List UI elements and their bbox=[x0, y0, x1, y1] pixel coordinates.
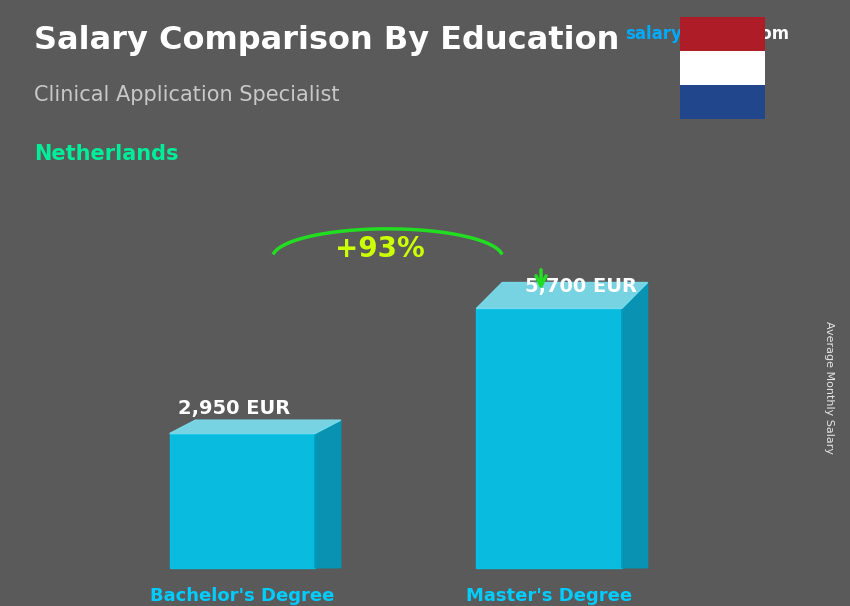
Text: +93%: +93% bbox=[335, 235, 424, 263]
Polygon shape bbox=[314, 420, 341, 568]
Text: salary: salary bbox=[625, 25, 682, 44]
Polygon shape bbox=[476, 282, 648, 308]
Text: .com: .com bbox=[745, 25, 790, 44]
FancyBboxPatch shape bbox=[680, 85, 765, 119]
Text: Netherlands: Netherlands bbox=[34, 144, 178, 164]
FancyBboxPatch shape bbox=[680, 17, 765, 51]
Text: Clinical Application Specialist: Clinical Application Specialist bbox=[34, 85, 339, 105]
Text: Master's Degree: Master's Degree bbox=[466, 587, 632, 605]
Text: 5,700 EUR: 5,700 EUR bbox=[525, 277, 638, 296]
Text: Average Monthly Salary: Average Monthly Salary bbox=[824, 321, 834, 454]
Polygon shape bbox=[621, 282, 648, 568]
Polygon shape bbox=[476, 308, 621, 568]
Text: 2,950 EUR: 2,950 EUR bbox=[178, 399, 291, 418]
Text: Bachelor's Degree: Bachelor's Degree bbox=[150, 587, 334, 605]
Polygon shape bbox=[169, 420, 341, 433]
Polygon shape bbox=[169, 433, 314, 568]
Text: explorer: explorer bbox=[680, 25, 759, 44]
Text: Salary Comparison By Education: Salary Comparison By Education bbox=[34, 25, 620, 56]
FancyBboxPatch shape bbox=[680, 51, 765, 85]
